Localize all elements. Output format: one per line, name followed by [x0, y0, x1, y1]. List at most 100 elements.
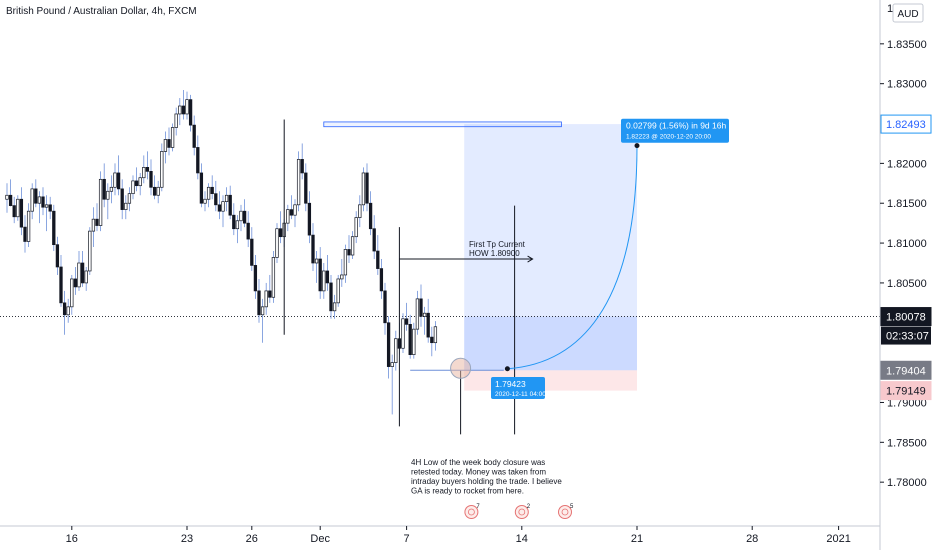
price-tag-box [880, 360, 932, 380]
candle-body [257, 290, 261, 316]
candle-body [300, 159, 304, 174]
candle-body [404, 318, 409, 325]
currency-badge [892, 3, 924, 23]
candle-body [178, 105, 182, 115]
price-tick-label: 1.83000 [887, 79, 927, 91]
candle-body [325, 270, 330, 284]
candle-body [188, 99, 193, 126]
economic-event-icon [558, 505, 572, 519]
candle-body [102, 178, 106, 200]
candle-body [372, 228, 376, 252]
candle-body [44, 204, 49, 208]
candle-body [5, 194, 9, 200]
candle-body [170, 127, 175, 148]
candle-body [271, 257, 276, 298]
price-tick-label: 1.80500 [887, 278, 927, 290]
profit-zone [464, 124, 637, 371]
analysis-note-line: 4H Low of the week body closure was [411, 458, 545, 467]
countdown-box [881, 326, 931, 345]
price-tick-label: 1.78500 [887, 437, 927, 449]
candle-body [77, 262, 81, 288]
analysis-note-line: GA is ready to rocket from here. [411, 487, 524, 496]
price-tick-label: 1.82000 [887, 158, 927, 170]
entry-label-box [491, 376, 545, 399]
candle-body [354, 217, 358, 238]
economic-event-icon-inner [518, 508, 526, 516]
candle-body [138, 177, 142, 187]
candle-body [199, 172, 204, 204]
time-tick-label: Dec [310, 533, 330, 545]
candle-body [206, 186, 211, 200]
candle-body [379, 268, 384, 292]
candle-body [221, 201, 225, 212]
candle-body [304, 172, 308, 204]
candle-body [408, 324, 412, 356]
candle-body [52, 210, 56, 246]
candle-body [142, 167, 146, 179]
background-layer [0, 124, 880, 391]
candle-body [390, 362, 394, 367]
candle-body [322, 270, 326, 292]
candle-body [268, 290, 272, 298]
candle-body [343, 249, 348, 276]
candle-body [394, 338, 398, 363]
candle-body [174, 113, 178, 128]
candle-body [196, 147, 200, 174]
price-tick-label: 1.81000 [887, 238, 927, 250]
candle-body [70, 278, 74, 308]
candle-body [156, 186, 160, 196]
candles-layer [5, 90, 438, 415]
candle-body [120, 188, 124, 210]
candle-body [358, 204, 362, 218]
time-tick-label: 21 [631, 533, 643, 545]
candle-body [401, 318, 405, 349]
first-tp-label: HOW 1.80900 [469, 249, 520, 258]
target-label-subtext: 1.82223 @ 2020-12-20 20:00 [626, 134, 711, 141]
candle-body [296, 159, 301, 206]
candle-body [149, 170, 153, 188]
candle-body [192, 124, 196, 148]
candle-body [340, 274, 344, 280]
price-tick-label: 1.78000 [887, 477, 927, 489]
candle-body [412, 328, 416, 356]
candle-body [145, 167, 150, 172]
price-tag-label: 1.79149 [886, 386, 926, 398]
candle-body [278, 228, 283, 238]
candle-body [131, 180, 135, 195]
price-tag-box [880, 114, 932, 134]
candle-body [210, 186, 214, 195]
candle-body [37, 196, 42, 204]
candle-body [433, 326, 438, 344]
projection-end-point [634, 143, 640, 149]
candle-body [347, 249, 351, 256]
candle-body [41, 196, 45, 208]
candle-body [314, 258, 319, 264]
candle-body [307, 202, 312, 236]
candle-body [383, 290, 387, 324]
symbol-title: British Pound / Australian Dollar, 4h, F… [6, 6, 197, 17]
candle-body [332, 302, 337, 312]
price-tick-label: 1.79000 [887, 397, 927, 409]
price-tag-label: 1.80078 [886, 312, 926, 324]
economic-event-icon-inner [467, 508, 475, 516]
time-tick-label: 7 [404, 533, 410, 545]
candle-body [214, 193, 218, 206]
analysis-note-line: retested today. Money was taken from [411, 468, 546, 477]
bar-countdown: 02:33:07 [886, 331, 929, 343]
entry-label-text: 1.79423 [495, 379, 526, 389]
price-tag-label: 1.82493 [886, 119, 926, 131]
candle-body [368, 202, 373, 230]
candle-body [376, 250, 380, 269]
candle-body [217, 204, 222, 212]
candle-body [286, 209, 290, 224]
candle-body [350, 236, 355, 256]
candle-body [185, 99, 189, 115]
time-tick-label: 2021 [826, 533, 850, 545]
candle-body [98, 178, 103, 226]
candle-body [62, 302, 67, 316]
economic-event-icon [464, 505, 479, 519]
